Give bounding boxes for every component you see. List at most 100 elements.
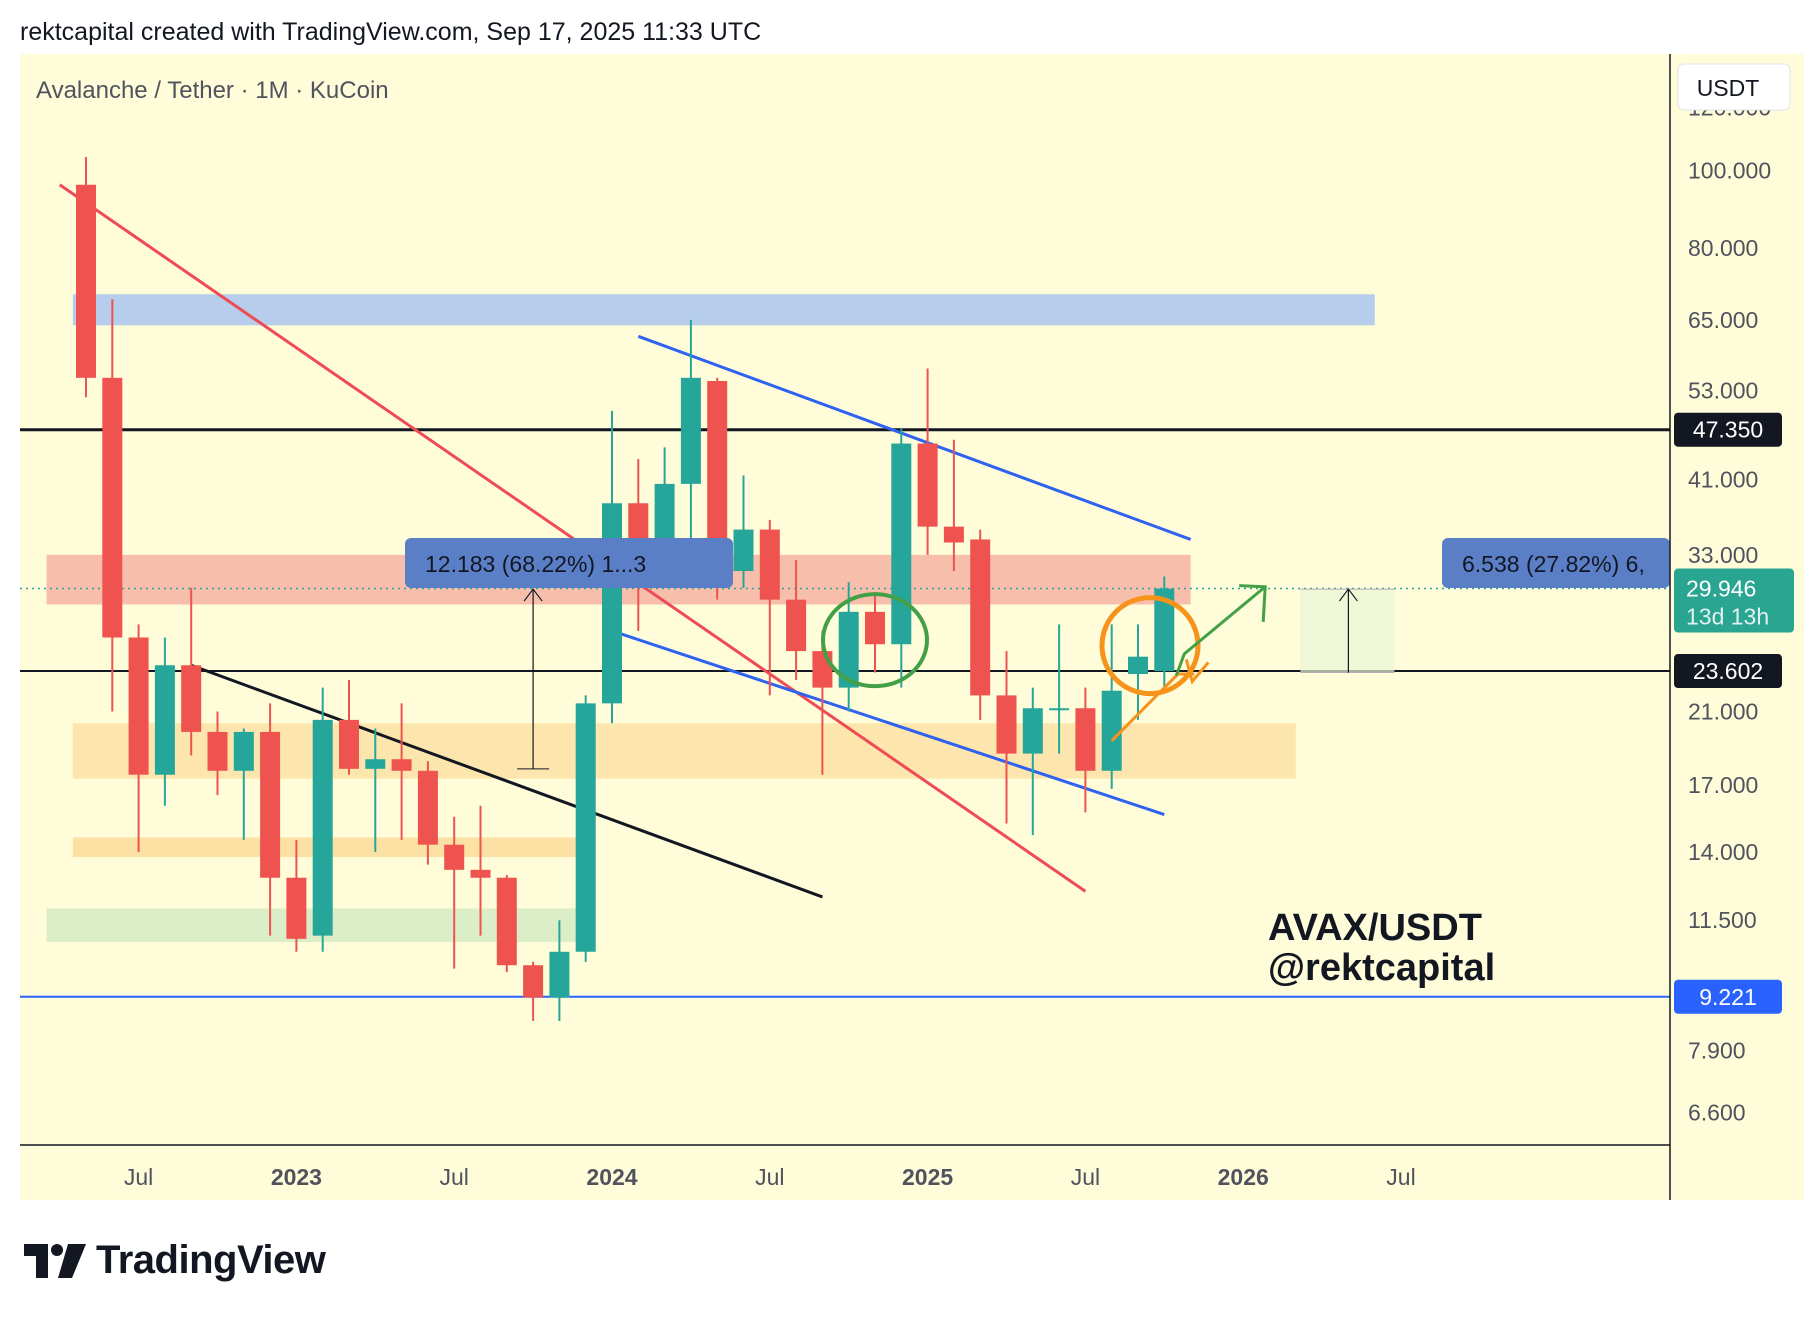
x-tick-3: 2024 — [586, 1164, 637, 1190]
candle-body — [1128, 656, 1148, 675]
candle-body — [260, 731, 281, 878]
candle-2023-01 — [286, 839, 307, 952]
resistance-badge-bg — [1674, 412, 1782, 447]
x-tick-0: Jul — [124, 1164, 153, 1190]
candle-2023-04 — [365, 728, 386, 853]
candle-body — [786, 599, 807, 652]
measure-label-box — [1442, 538, 1670, 588]
time-axis: Jul 2023 Jul 2024 Jul 2025 Jul 2026 Jul — [124, 1164, 1416, 1190]
candle-body — [128, 637, 149, 775]
measure-arrowhead — [1338, 588, 1358, 602]
zone-0 — [72, 294, 1375, 326]
candle-body — [1075, 708, 1096, 771]
candles-layer — [76, 157, 1175, 1021]
measure-label: 12.183 (68.22%) 1...3 — [425, 551, 646, 577]
candle-body — [917, 443, 938, 527]
x-tick-6: Jul — [1071, 1164, 1100, 1190]
candle-2024-12 — [891, 428, 912, 688]
candle-2022-11 — [233, 728, 254, 840]
candle-2022-10 — [207, 711, 228, 796]
candle-2023-12 — [575, 695, 596, 962]
y-tick-12: 6.600 — [1688, 1100, 1746, 1126]
candle-body — [470, 869, 491, 878]
candle-2025-06 — [1049, 624, 1070, 754]
candle-body — [759, 529, 780, 600]
candle-body — [496, 877, 517, 966]
support-badge-bg — [1674, 654, 1782, 689]
price-axis: 120.000100.00080.00065.00053.00041.00033… — [1688, 94, 1771, 1125]
y-tick-4: 53.000 — [1688, 378, 1758, 404]
currency-button[interactable]: USDT — [1677, 63, 1791, 111]
candle-body — [838, 611, 859, 688]
candle-body — [549, 951, 570, 998]
candle-body — [444, 844, 465, 870]
candle-2022-12 — [260, 703, 281, 936]
highlight-circle-orange — [1099, 595, 1201, 697]
candle-2024-04 — [680, 319, 701, 561]
candle-2022-07 — [128, 624, 149, 853]
candle-body — [339, 719, 359, 769]
y-tick-1: 100.000 — [1688, 158, 1771, 184]
y-tick-9: 14.000 — [1688, 839, 1758, 865]
candle-body — [391, 759, 412, 771]
candle-2022-09 — [181, 587, 202, 756]
candle-body — [207, 731, 228, 771]
measure-range-box — [1300, 589, 1395, 673]
candle-2023-07 — [444, 816, 465, 969]
time-axis-background — [20, 1140, 1670, 1200]
candle-body — [812, 651, 833, 688]
candle-2024-10 — [838, 582, 859, 712]
x-tick-7: 2026 — [1218, 1164, 1269, 1190]
highlight-circle-green — [821, 592, 929, 689]
candle-2022-08 — [154, 637, 175, 806]
candle-body — [865, 611, 885, 645]
candle-2025-07 — [1075, 687, 1096, 813]
trendline-1 — [190, 663, 823, 899]
candle-body — [1049, 708, 1070, 711]
projection-arrow-green — [1174, 585, 1267, 677]
candle-2022-05 — [76, 157, 96, 398]
projection-arrowhead-orange — [1184, 659, 1210, 685]
y-tick-5: 41.000 — [1688, 467, 1758, 493]
candle-body — [312, 719, 333, 936]
candle-2024-06 — [733, 475, 754, 588]
footer: TradingView — [24, 1238, 326, 1283]
measure-label: 6.538 (27.82%) 6, — [1462, 551, 1645, 577]
candle-body — [102, 377, 123, 638]
last-price-countdown: 13d 13h — [1686, 604, 1769, 630]
resistance-badge-text: 47.350 — [1693, 417, 1763, 443]
candle-2025-10 — [1154, 576, 1175, 688]
y-tick-7: 21.000 — [1688, 699, 1758, 725]
candle-body — [76, 184, 96, 378]
x-tick-4: Jul — [755, 1164, 784, 1190]
candle-2023-09 — [496, 875, 517, 973]
low-badge-text: 9.221 — [1699, 984, 1757, 1010]
candle-body — [1022, 708, 1043, 754]
overlays-layer: 12.183 (68.22%) 1...3 6.538 (27.82%) 6, — [405, 538, 1670, 770]
y-tick-10: 11.500 — [1688, 907, 1757, 933]
y-tick-3: 65.000 — [1688, 307, 1758, 333]
x-tick-2: Jul — [439, 1164, 468, 1190]
candle-body — [602, 503, 622, 704]
x-tick-8: Jul — [1386, 1164, 1415, 1190]
candle-body — [943, 526, 964, 543]
candle-2025-09 — [1128, 624, 1148, 720]
candle-2025-04 — [996, 651, 1017, 824]
candle-body — [286, 877, 307, 939]
candle-2023-03 — [339, 679, 359, 775]
annotation-handle: @rektcapital — [1268, 947, 1495, 989]
x-tick-1: 2023 — [271, 1164, 322, 1190]
y-tick-2: 80.000 — [1688, 235, 1758, 261]
x-tick-5: 2025 — [902, 1164, 953, 1190]
candle-body — [733, 529, 754, 571]
candle-2023-05 — [391, 703, 412, 840]
candle-body — [417, 770, 438, 845]
candle-2023-06 — [417, 761, 438, 865]
candle-2022-06 — [102, 299, 123, 712]
measure-label-box — [405, 538, 733, 588]
measure-arrowhead — [523, 588, 543, 602]
last-price-value: 29.946 — [1686, 576, 1756, 602]
candle-body — [181, 665, 202, 732]
candle-body — [154, 665, 175, 775]
